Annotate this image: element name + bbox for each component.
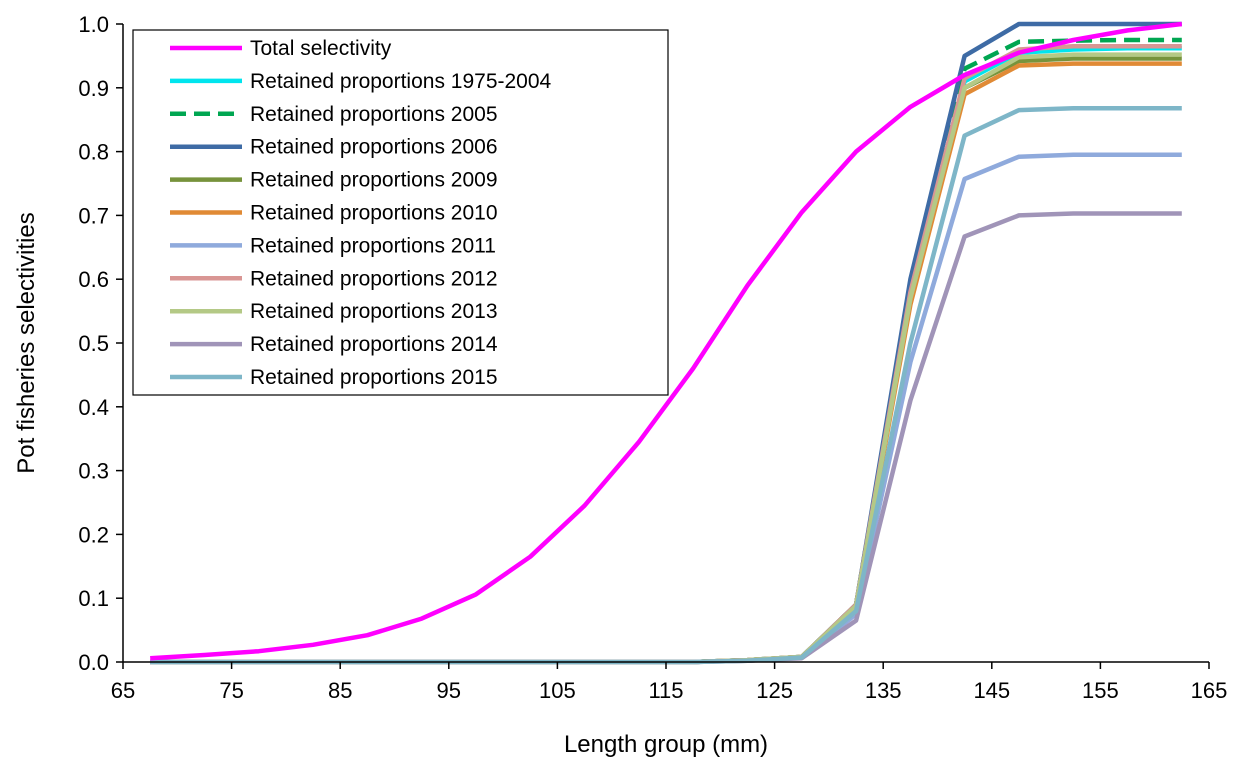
- legend-label: Retained proportions 2009: [250, 169, 498, 192]
- x-tick-label: 65: [111, 678, 135, 703]
- legend-label: Retained proportions 2006: [250, 136, 498, 159]
- legend-label: Retained proportions 2015: [250, 366, 498, 389]
- x-tick-label: 135: [865, 678, 902, 703]
- y-tick-label: 0.0: [78, 650, 109, 675]
- legend-label: Retained proportions 2014: [250, 333, 498, 356]
- y-tick-label: 0.3: [78, 459, 109, 484]
- y-tick-label: 0.1: [78, 586, 109, 611]
- y-tick-label: 1.0: [78, 12, 109, 37]
- x-axis-title: Length group (mm): [564, 731, 768, 758]
- legend-label: Retained proportions 2011: [250, 234, 496, 257]
- x-tick-label: 165: [1191, 678, 1228, 703]
- x-tick-label: 95: [437, 678, 461, 703]
- y-tick-label: 0.5: [78, 331, 109, 356]
- x-tick-label: 75: [219, 678, 243, 703]
- y-tick-label: 0.9: [78, 76, 109, 101]
- y-tick-label: 0.7: [78, 203, 109, 228]
- x-tick-label: 115: [648, 678, 683, 703]
- y-tick-label: 0.8: [78, 140, 109, 165]
- legend-label: Retained proportions 2005: [250, 103, 498, 126]
- legend: Total selectivity Retained proportions 19…: [132, 29, 669, 396]
- legend-label: Retained proportions 2013: [250, 300, 498, 323]
- x-tick-label: 125: [756, 678, 793, 703]
- y-tick-label: 0.2: [78, 522, 109, 547]
- legend-label: Retained proportions 1975-2004: [250, 70, 552, 93]
- x-tick-label: 85: [328, 678, 352, 703]
- y-tick-label: 0.6: [78, 267, 109, 292]
- y-tick-label: 0.4: [78, 395, 109, 420]
- x-tick-label: 145: [973, 678, 1010, 703]
- series-line-0: [150, 21, 1183, 661]
- x-tick-label: 105: [539, 678, 576, 703]
- y-axis-title: Pot fisheries selectivities: [13, 212, 40, 473]
- ticks: 65 75 85 95 105 115 125 135 145 155 165 0.0 0.1 0.2 0.…: [78, 12, 1227, 703]
- legend-label: Retained proportions 2012: [250, 267, 498, 290]
- legend-label: Retained proportions 2010: [250, 202, 498, 225]
- legend-label: Total selectivity: [250, 37, 392, 60]
- x-tick-label: 155: [1082, 678, 1119, 703]
